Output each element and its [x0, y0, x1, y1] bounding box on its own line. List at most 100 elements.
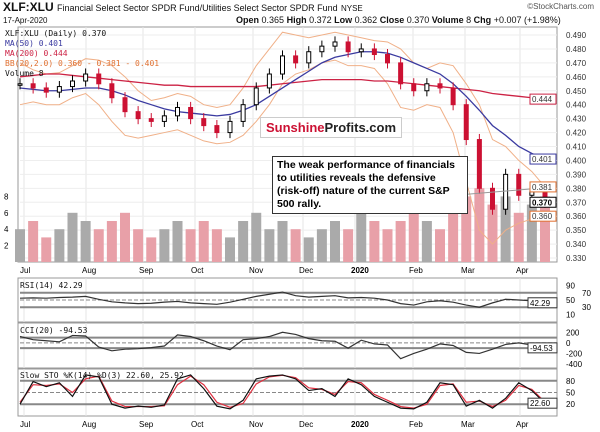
candle-body	[96, 73, 102, 85]
price-tick-label: 0.460	[566, 73, 587, 82]
month-label-top: Aug	[82, 266, 96, 275]
legend-ma200: MA(200) 0.444	[5, 49, 68, 58]
indicator-tick-label: 10	[566, 310, 575, 319]
price-tick-label: 0.420	[566, 129, 587, 138]
volume-bar	[303, 237, 314, 262]
candle-body	[188, 106, 194, 120]
candle-body	[148, 118, 154, 122]
symbol: XLF:XLU	[3, 0, 54, 14]
indicator-last-label: -94.53	[530, 344, 553, 353]
month-label-bottom: Mar	[461, 420, 475, 429]
candle-body	[17, 83, 23, 86]
chg-value: +0.007 (+1.98%)	[493, 15, 561, 25]
candle-body	[450, 87, 456, 106]
candle-body	[516, 173, 522, 196]
volume-bar	[356, 212, 367, 262]
volume-bar	[448, 212, 459, 262]
volume-tick-label: 2	[4, 242, 9, 251]
month-label-bottom: Apr	[516, 420, 529, 429]
volume-bar	[421, 221, 432, 262]
month-label-top: Feb	[409, 266, 423, 275]
indicator-line-values	[19, 331, 546, 360]
volume-tick-label: 8	[4, 192, 9, 201]
volume-bar	[172, 221, 183, 262]
legend-main: XLF:XLU (Daily) 0.370	[5, 29, 107, 38]
indicator-tick-label: 20	[566, 400, 575, 409]
price-tick-label: 0.480	[566, 45, 587, 54]
marker-box-bb_lower	[529, 210, 557, 222]
price-tick-label: 0.390	[566, 170, 587, 179]
volume-bar	[225, 237, 235, 262]
volume-bar	[513, 212, 524, 262]
marker-label-bb_lower: 0.360	[532, 212, 553, 221]
price-tick-label: 0.360	[566, 212, 587, 221]
candle-body	[240, 104, 246, 122]
candle-body	[306, 51, 312, 64]
volume-bar	[382, 229, 393, 262]
legend-volume: Volume 8	[5, 69, 44, 78]
volume-bar	[369, 221, 380, 262]
volume-bar	[41, 237, 52, 262]
indicator-tick-label: 0	[566, 339, 571, 348]
indicator-tick-label: -400	[566, 360, 583, 369]
month-label-top: Sep	[139, 266, 154, 275]
open-value: 0.365	[261, 15, 285, 25]
candle-body	[490, 187, 495, 210]
month-label-bottom: Sep	[139, 420, 154, 429]
candle-body	[43, 87, 49, 93]
volume-bar	[343, 229, 354, 262]
volume-bar	[80, 221, 91, 262]
chart-date: 17-Apr-2020	[3, 16, 48, 25]
volume-bar	[67, 212, 78, 262]
close-value: 0.370	[406, 15, 430, 25]
brand-logo[interactable]: ©StockCharts.com	[527, 2, 594, 11]
candle-body	[201, 118, 207, 127]
indicator-tick-label: 80	[566, 377, 575, 386]
indicator-last-box	[527, 342, 558, 354]
volume-bar	[395, 221, 406, 262]
month-label-bottom: Nov	[249, 420, 263, 429]
volume-tick-label: 6	[4, 209, 9, 218]
volume-bar	[133, 229, 144, 262]
price-tick-label: 0.350	[566, 226, 587, 235]
candle-body	[122, 97, 128, 113]
candle-body	[135, 111, 141, 120]
candle-body	[227, 120, 233, 134]
volume-bar	[330, 221, 340, 262]
month-label-top: Oct	[191, 266, 204, 275]
candle-body	[358, 48, 364, 53]
indicator-tick-label: -200	[566, 349, 583, 358]
marker-box-ma50	[529, 153, 557, 165]
annotation-box: The weak performance of financials to ut…	[272, 156, 468, 214]
month-label-top: Mar	[461, 266, 475, 275]
volume-bar	[540, 196, 550, 262]
marker-label-ma200: 0.444	[532, 95, 553, 104]
legend-bb: BB(20,2.0) 0.360 - 0.381 - 0.401	[5, 59, 160, 68]
indicator-tick-label: 50	[566, 296, 575, 305]
volume-bar	[185, 229, 196, 262]
indicator-tick-label: 50	[566, 389, 575, 398]
volume-bar	[277, 221, 288, 262]
sto-title: Slow STO %K(14) %D(3) 22.60, 25.92	[20, 371, 184, 380]
marker-label-ma50: 0.401	[532, 155, 553, 164]
marker-label-close: 0.370	[532, 198, 553, 207]
volume-bar	[408, 212, 419, 262]
volume-bar	[251, 212, 262, 262]
candle-body	[109, 83, 115, 99]
candle-body	[476, 139, 482, 189]
candle-body	[385, 54, 390, 64]
candle-body	[175, 106, 180, 117]
volume-bar	[435, 229, 445, 262]
volume-bar	[146, 237, 157, 262]
month-label-bottom: Aug	[82, 420, 96, 429]
volume-bar	[106, 221, 117, 262]
price-tick-label: 0.450	[566, 87, 587, 96]
candle-body	[463, 104, 469, 141]
exchange: NYSE	[340, 4, 363, 13]
candle-body	[253, 87, 259, 106]
panel-frame-2	[17, 322, 558, 369]
indicator-last-box	[527, 297, 558, 309]
sunshine-profits-logo: SunshineProfits.com	[260, 117, 403, 138]
